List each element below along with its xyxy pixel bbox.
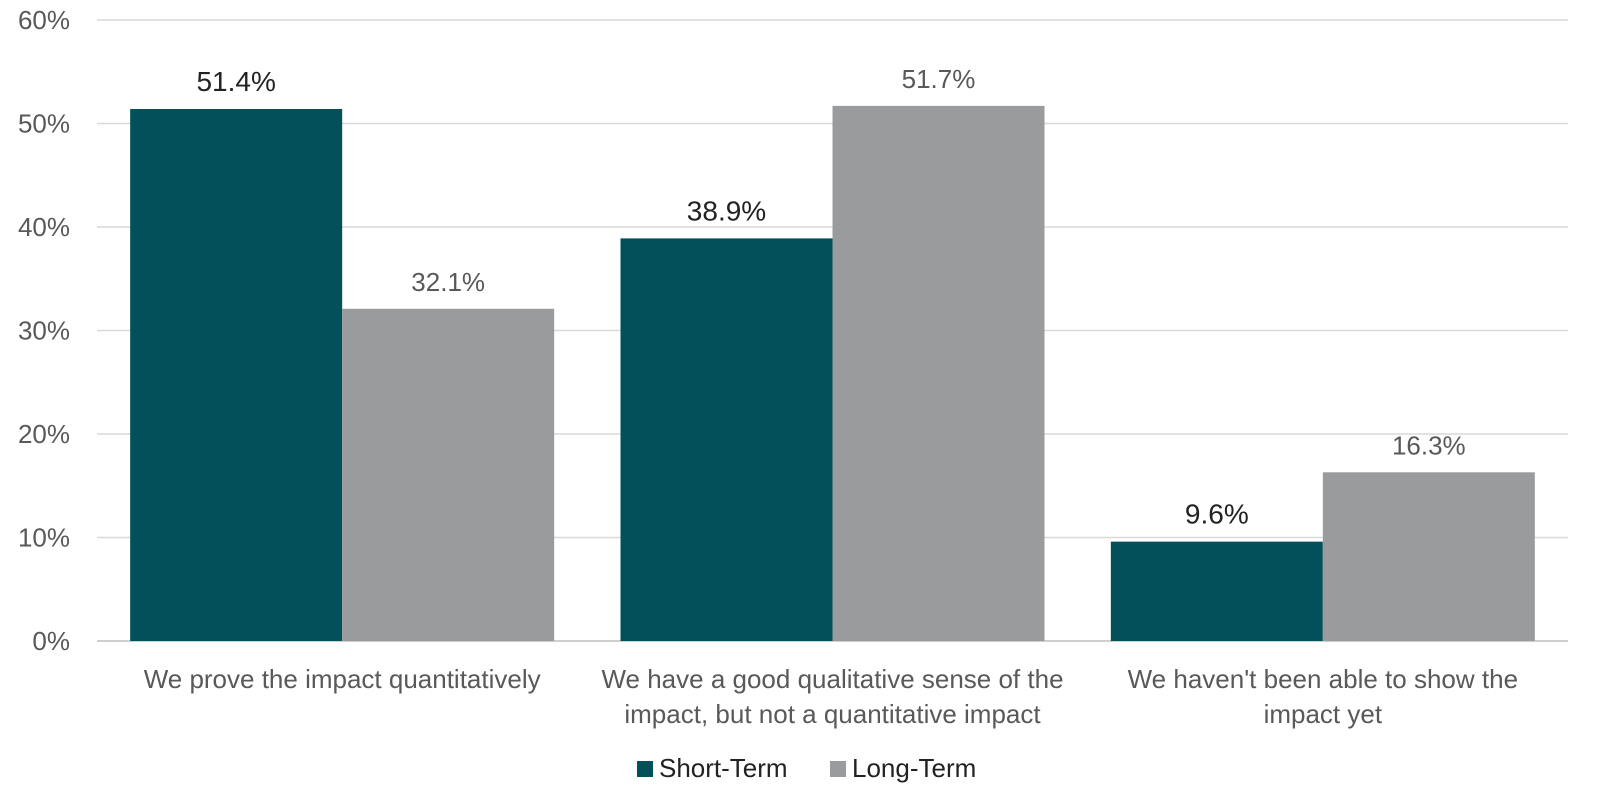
y-tick-label: 50% bbox=[18, 109, 70, 139]
bar-short-term bbox=[1110, 541, 1323, 641]
data-label: 32.1% bbox=[411, 267, 485, 297]
data-labels: 51.4% 32.1% 38.9% 51.7% 9.6% 16.3% bbox=[196, 64, 1465, 530]
bar-short-term bbox=[130, 109, 343, 641]
data-label: 16.3% bbox=[1392, 430, 1466, 460]
category-label: We prove the impact quantitatively bbox=[144, 664, 541, 694]
category-label: We haven't been able to show the bbox=[1128, 664, 1518, 694]
legend: Short-Term Long-Term bbox=[637, 753, 976, 783]
legend-label: Long-Term bbox=[852, 753, 976, 783]
y-tick-label: 10% bbox=[18, 523, 70, 553]
data-label: 51.7% bbox=[902, 64, 976, 94]
data-label: 38.9% bbox=[687, 195, 766, 226]
y-tick-label: 0% bbox=[32, 626, 70, 656]
legend-label: Short-Term bbox=[659, 753, 788, 783]
legend-swatch bbox=[637, 761, 653, 777]
data-label: 9.6% bbox=[1185, 499, 1249, 530]
category-labels: We prove the impact quantitatively We hav… bbox=[144, 664, 1518, 729]
bars bbox=[130, 105, 1535, 641]
y-tick-label: 20% bbox=[18, 419, 70, 449]
bar-long-term bbox=[832, 105, 1045, 641]
category-label: impact yet bbox=[1264, 699, 1383, 729]
legend-swatch bbox=[830, 761, 846, 777]
data-label: 51.4% bbox=[196, 66, 275, 97]
category-label: impact, but not a quantitative impact bbox=[624, 699, 1041, 729]
bar-long-term bbox=[1322, 472, 1535, 641]
y-tick-label: 60% bbox=[18, 5, 70, 35]
y-tick-label: 40% bbox=[18, 212, 70, 242]
bar-short-term bbox=[620, 238, 833, 641]
bar-long-term bbox=[342, 308, 555, 641]
category-label: We have a good qualitative sense of the bbox=[601, 664, 1063, 694]
y-axis-tick-labels: 0% 10% 20% 30% 40% 50% 60% bbox=[18, 5, 70, 656]
y-tick-label: 30% bbox=[18, 316, 70, 346]
